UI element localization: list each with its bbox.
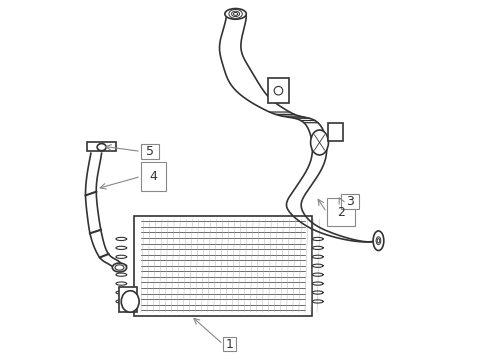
Circle shape	[274, 86, 282, 95]
Bar	[141, 144, 159, 158]
Ellipse shape	[121, 291, 139, 312]
Text: 3: 3	[345, 195, 353, 208]
Bar	[326, 198, 354, 226]
Ellipse shape	[115, 265, 123, 270]
Ellipse shape	[224, 9, 246, 19]
Text: 1: 1	[225, 338, 233, 351]
Bar	[328, 123, 342, 141]
Bar	[223, 337, 235, 351]
Bar	[340, 194, 358, 208]
Bar	[267, 78, 288, 103]
Ellipse shape	[372, 231, 383, 251]
Ellipse shape	[112, 263, 126, 272]
Bar	[141, 162, 165, 191]
Bar	[119, 287, 137, 312]
Bar	[134, 216, 312, 316]
Bar	[87, 143, 116, 152]
Ellipse shape	[97, 144, 106, 151]
Ellipse shape	[310, 130, 328, 155]
Text: 2: 2	[336, 206, 344, 219]
Text: 4: 4	[149, 170, 157, 183]
Text: 5: 5	[145, 145, 154, 158]
